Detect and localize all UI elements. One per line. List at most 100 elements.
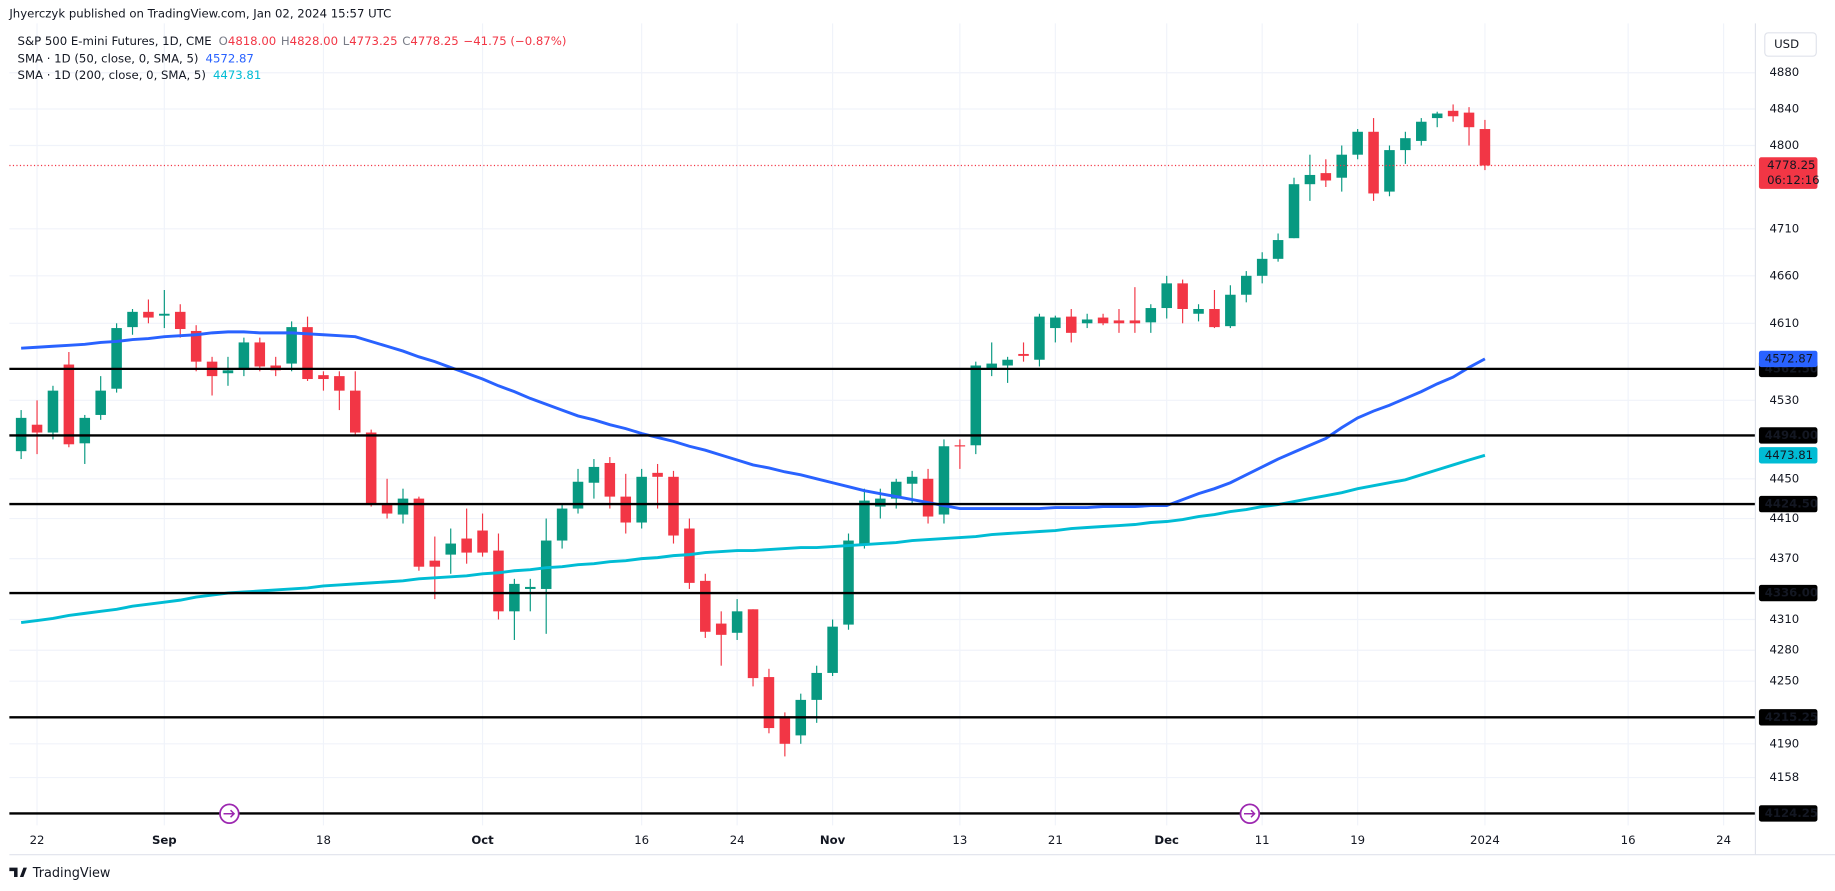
candle-body	[493, 550, 504, 612]
y-tick-label: 4840	[1769, 101, 1799, 115]
candle-body	[906, 476, 918, 484]
y-tick-label: 4250	[1769, 674, 1799, 688]
candle-body	[381, 504, 393, 514]
x-tick-label: 2024	[1470, 833, 1500, 847]
candle-body	[1050, 317, 1061, 329]
candle-body	[938, 446, 950, 515]
candle-body	[525, 586, 536, 589]
candle-body	[254, 342, 266, 367]
candle-body	[604, 462, 616, 497]
level-label-bg	[1758, 495, 1818, 513]
brand: TradingView	[32, 866, 111, 881]
candle-body	[922, 478, 934, 517]
ohlc-value: 4818.00	[228, 33, 276, 47]
sma-line	[21, 330, 1486, 511]
sma-price-bg	[1758, 350, 1818, 368]
candle-body	[652, 472, 663, 477]
ohlc-value: 4828.00	[290, 33, 338, 47]
ohlc-value: 4773.25	[349, 33, 397, 47]
y-tick-label: 4280	[1769, 643, 1799, 657]
candle-body	[1034, 316, 1045, 360]
brand-logo	[9, 867, 27, 877]
legend-entry: SMA · 1D (200, close, 0, SMA, 5) 4473.81	[18, 67, 262, 81]
candle-body	[1336, 154, 1348, 178]
candle-body	[1113, 320, 1125, 324]
candle-body	[970, 365, 982, 446]
candle-body	[159, 313, 170, 316]
candle-body	[1304, 174, 1316, 185]
price-axis: 4880 4840 4800 4710 4660 4610 4530 4450 4410 4370…	[1758, 65, 1820, 822]
level-label: 4494.00	[1765, 428, 1818, 442]
x-tick-label: 16	[634, 833, 649, 847]
legend-name: SMA · 1D (200, close, 0, SMA, 5)	[18, 67, 206, 81]
currency-button[interactable]	[1764, 32, 1817, 57]
x-tick-label: 11	[1255, 833, 1270, 847]
candle-body	[174, 311, 186, 330]
y-tick-label: 4450	[1769, 471, 1799, 485]
candle-body	[461, 538, 472, 553]
x-tick-label: 24	[1716, 833, 1731, 847]
published-note: Jhyerczyk published on TradingView.com, …	[8, 7, 391, 21]
candle-body	[1384, 150, 1395, 192]
grid	[9, 23, 1756, 826]
candle-body	[747, 609, 759, 679]
candle-body	[318, 375, 329, 380]
candle-body	[1447, 110, 1459, 117]
candle-body	[429, 560, 441, 567]
legend-entry: SMA · 1D (50, close, 0, SMA, 5) 4572.87	[18, 51, 254, 65]
candle-body	[811, 672, 822, 700]
candle-body	[95, 390, 106, 415]
candle-body	[1368, 131, 1379, 194]
legend-value: 4473.81	[213, 67, 261, 81]
event-icon	[1239, 803, 1261, 824]
candle-body	[827, 626, 838, 673]
countdown: 06:12:16	[1767, 173, 1819, 187]
ohlc-label: C	[402, 33, 410, 47]
y-tick-label: 4190	[1769, 736, 1799, 750]
candle-body	[1463, 112, 1475, 128]
level-label: 4124.25	[1765, 806, 1818, 820]
candle-body	[1097, 317, 1109, 324]
y-tick-label: 4410	[1769, 511, 1799, 525]
candle-body	[890, 481, 902, 499]
candle-body	[636, 476, 647, 523]
symbol-legend: S&P 500 E-mini Futures, 1D, CME O4818.00 H…	[18, 33, 567, 47]
candle-body	[1177, 283, 1188, 309]
candle-body	[588, 466, 600, 483]
candle-body	[286, 327, 297, 364]
candle-body	[1400, 138, 1411, 151]
x-tick-label: 21	[1048, 833, 1063, 847]
candle-body	[731, 611, 743, 633]
x-tick-label: Nov	[820, 833, 846, 847]
x-tick-label: Oct	[471, 833, 494, 847]
candle-body	[63, 364, 75, 445]
y-tick-label: 4880	[1769, 65, 1799, 79]
level-label-bg	[1758, 427, 1818, 444]
y-tick-label: 4310	[1769, 612, 1799, 626]
x-tick-label: 18	[316, 833, 331, 847]
level-label-bg	[1758, 584, 1818, 602]
candle-body	[715, 623, 727, 635]
candle-body	[668, 476, 679, 536]
candle-body	[875, 498, 886, 507]
candle-body	[1272, 240, 1284, 259]
candle-body	[572, 481, 584, 509]
x-tick-label: 19	[1350, 833, 1365, 847]
candle-body	[540, 540, 552, 589]
candle-body	[1129, 320, 1141, 324]
y-tick-label: 4158	[1769, 770, 1799, 784]
ohlc-value: 4778.25	[410, 33, 458, 47]
level-label: 4336.00	[1765, 586, 1818, 600]
sma-line	[20, 453, 1486, 625]
currency-label[interactable]: USD	[1774, 37, 1799, 51]
candle-body	[238, 342, 250, 370]
candle-body	[1241, 275, 1252, 295]
candle-body	[445, 543, 456, 555]
candle-body	[556, 508, 568, 541]
candle-body	[302, 327, 313, 380]
candle-body	[700, 580, 711, 632]
candle-body	[111, 328, 122, 389]
sma-price-label: 4572.87	[1765, 351, 1813, 365]
